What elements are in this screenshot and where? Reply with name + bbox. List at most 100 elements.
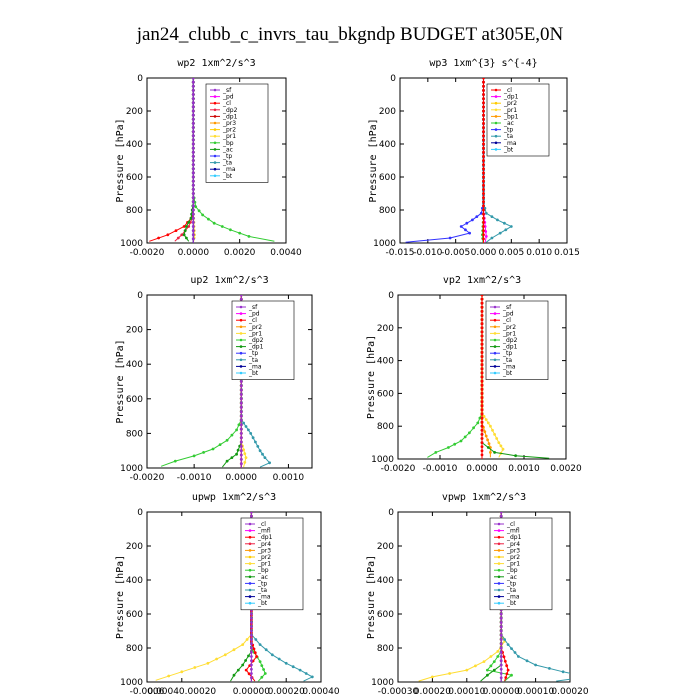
data-point xyxy=(493,433,496,436)
data-point xyxy=(239,410,243,414)
data-point xyxy=(191,192,195,195)
legend-label: _bt xyxy=(502,370,513,377)
data-point xyxy=(480,334,484,338)
data-point xyxy=(250,629,253,633)
y-tick-label: 200 xyxy=(379,107,396,117)
data-point xyxy=(480,404,484,408)
data-point xyxy=(180,233,184,237)
data-point xyxy=(480,408,484,412)
x-tick-label: 0.00040.00020 xyxy=(147,687,216,697)
data-point xyxy=(434,451,438,454)
data-point xyxy=(482,208,485,212)
data-point xyxy=(482,126,485,129)
data-point xyxy=(202,451,206,454)
data-point xyxy=(191,216,195,220)
legend-label: _ta xyxy=(506,587,516,594)
data-point xyxy=(237,423,241,427)
data-point xyxy=(166,233,170,237)
data-point xyxy=(493,451,496,454)
data-point xyxy=(480,310,484,313)
legend-marker xyxy=(213,115,217,118)
data-point xyxy=(483,430,487,434)
legend-marker xyxy=(248,575,252,579)
data-point xyxy=(482,105,485,109)
data-point xyxy=(191,101,195,105)
legend-label: _ta xyxy=(222,160,232,167)
data-point xyxy=(480,445,484,449)
legend-label: _ma xyxy=(257,594,271,601)
data-point xyxy=(480,367,484,371)
panel-title: vpwp 1xm^2/s^3 xyxy=(442,492,526,503)
data-point xyxy=(480,318,484,321)
data-point xyxy=(191,142,195,146)
legend-label: _pr2 xyxy=(248,324,262,331)
x-tick-label: 0.0040 xyxy=(270,248,302,258)
data-point xyxy=(465,221,469,225)
x-tick-label: 0.00000 xyxy=(233,687,270,697)
y-tick-label: 600 xyxy=(126,395,143,405)
data-point xyxy=(506,643,510,646)
legend-label: _bp1 xyxy=(503,113,519,120)
y-tick-label: 200 xyxy=(126,326,143,336)
data-point xyxy=(185,236,188,240)
data-point xyxy=(504,228,508,232)
x-tick-label: 0.00000 xyxy=(483,687,520,697)
legend-label: _ta xyxy=(502,357,512,364)
data-point xyxy=(499,444,503,448)
series-group xyxy=(149,78,275,243)
data-point xyxy=(191,237,195,241)
legend-label: _pr2 xyxy=(222,127,236,134)
data-point xyxy=(254,440,257,444)
legend-label: _ma xyxy=(502,363,516,370)
legend-label: _pr2 xyxy=(506,554,520,561)
legend-marker xyxy=(497,575,501,579)
data-point xyxy=(448,672,451,675)
legend-label: _ta xyxy=(248,357,258,364)
data-point xyxy=(499,621,503,624)
data-point xyxy=(496,218,499,222)
x-tick-label: -0.0006 xyxy=(130,687,165,697)
data-point xyxy=(239,406,243,409)
data-point xyxy=(480,433,484,436)
data-point xyxy=(250,633,253,637)
data-point xyxy=(191,208,195,212)
legend-label: _tp xyxy=(506,580,516,587)
data-point xyxy=(482,117,485,121)
legend-label: _ma xyxy=(503,140,517,147)
data-point xyxy=(191,175,195,179)
data-point xyxy=(480,392,484,395)
data-point xyxy=(291,665,295,669)
data-point xyxy=(191,150,195,154)
data-point xyxy=(484,230,488,233)
data-point xyxy=(480,305,484,309)
data-point xyxy=(191,233,195,237)
legend-marker xyxy=(493,351,497,355)
data-point xyxy=(499,672,503,675)
series-line xyxy=(149,78,194,242)
data-point xyxy=(482,183,485,187)
data-point xyxy=(484,235,488,238)
panel-5: vpwp 1xm^2/s^3 Pressure [hPa] 0 200 400 600 80… xyxy=(366,492,589,697)
x-tick-label: -0.015 xyxy=(385,248,414,258)
data-point xyxy=(249,432,253,435)
data-point xyxy=(230,456,234,459)
data-point xyxy=(482,216,485,220)
data-point xyxy=(480,338,484,342)
data-point xyxy=(244,668,248,672)
data-point xyxy=(459,439,463,443)
plot-frame xyxy=(146,294,313,469)
data-point xyxy=(486,446,490,449)
legend-marker xyxy=(494,148,498,151)
data-point xyxy=(431,675,434,679)
data-point xyxy=(486,673,489,677)
data-point xyxy=(489,424,492,428)
legend-label: _dp1 xyxy=(502,344,518,351)
legend-marker xyxy=(239,332,243,335)
legend-marker xyxy=(494,101,498,105)
data-point xyxy=(491,428,494,432)
x-tick-label: -0.0010 xyxy=(423,464,458,474)
data-point xyxy=(197,209,201,213)
data-point xyxy=(236,668,240,672)
data-point xyxy=(191,113,195,117)
legend-label: _pr4 xyxy=(506,541,520,548)
